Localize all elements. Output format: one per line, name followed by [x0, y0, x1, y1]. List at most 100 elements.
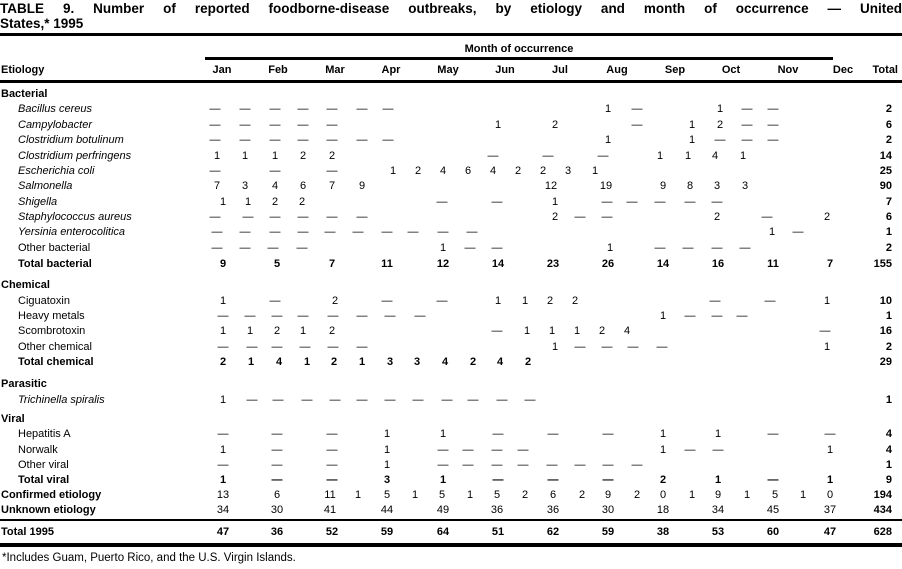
column-header-month: May [437, 64, 459, 76]
cell-value: — [792, 226, 804, 238]
cell-value: 1 [383, 428, 391, 440]
cell-value: — [326, 211, 338, 223]
cell-value: — [437, 459, 449, 471]
cell-value: — [601, 196, 613, 208]
cell-value: 2 [571, 295, 579, 307]
row-total: 155 [873, 258, 892, 270]
cell-value: — [356, 310, 368, 322]
cell-value: 36 [490, 504, 504, 516]
cell-value: 51 [491, 526, 505, 538]
cell-value: — [269, 226, 281, 238]
cell-value: — [574, 211, 586, 223]
cell-value: — [297, 310, 309, 322]
cell-value: 1 [739, 150, 747, 162]
cell-value: — [711, 310, 723, 322]
cell-value: 1 [714, 428, 722, 440]
cell-value: 1 [389, 165, 397, 177]
cell-value: — [684, 444, 696, 456]
cell-value: — [297, 103, 309, 115]
table-row: Other bacterial — — — — 1 — — 1 — — — — 2 [0, 242, 902, 255]
cell-value: — [462, 459, 474, 471]
cell-value: — [299, 341, 311, 353]
section-label: Viral [1, 413, 25, 425]
cell-value: 4 [441, 356, 449, 368]
etiology-label: Clostridium botulinum [18, 134, 124, 146]
cell-value: 3 [383, 474, 391, 486]
table-row: Confirmed etiology 13 6 11 1 5 1 5 1 5 2 6 2 9 2 0 1 9 1 5 1… [0, 489, 902, 502]
cell-value: 6 [299, 180, 307, 192]
cell-value: 4 [496, 356, 504, 368]
cell-value: 1 [383, 444, 391, 456]
cell-value: 34 [216, 504, 230, 516]
row-total: 2 [885, 341, 892, 353]
etiology-label: Heavy metals [18, 310, 85, 322]
cell-value: 4 [623, 325, 631, 337]
cell-value: 6 [464, 165, 472, 177]
cell-value: — [741, 119, 753, 131]
cell-value: 4 [275, 356, 283, 368]
cell-value: — [326, 134, 338, 146]
cell-value: — [209, 134, 221, 146]
cell-value: — [326, 119, 338, 131]
cell-value: 2 [299, 150, 307, 162]
cell-value: — [712, 444, 724, 456]
cell-value: — [296, 242, 308, 254]
row-total: 6 [885, 119, 892, 131]
cell-value: 30 [270, 504, 284, 516]
table-title: TABLE 9. Number of reported foodborne-di… [0, 1, 902, 31]
month-group-divider [205, 57, 833, 60]
cell-value: — [714, 134, 726, 146]
cell-value: — [329, 394, 341, 406]
cell-value: 0 [826, 489, 834, 501]
cell-value: 1 [523, 325, 531, 337]
column-header-etiology: Etiology [1, 64, 45, 76]
cell-value: — [356, 134, 368, 146]
etiology-label: Salmonella [18, 180, 73, 192]
etiology-label: Other chemical [18, 341, 92, 353]
etiology-label: Escherichia coli [18, 165, 95, 177]
cell-value: — [211, 242, 223, 254]
bottom-divider [0, 543, 902, 547]
cell-value: — [271, 474, 283, 486]
cell-value: — [356, 211, 368, 223]
row-total: 4 [885, 428, 892, 440]
cell-value: — [597, 150, 609, 162]
cell-value: — [819, 325, 831, 337]
cell-value: — [301, 394, 313, 406]
cell-value: 6 [273, 489, 281, 501]
cell-value: 36 [270, 526, 284, 538]
cell-value: 62 [546, 526, 560, 538]
cell-value: — [239, 103, 251, 115]
cell-value: — [496, 394, 508, 406]
cell-value: — [682, 242, 694, 254]
cell-value: 1 [247, 356, 255, 368]
cell-value: — [436, 295, 448, 307]
cell-value: — [626, 196, 638, 208]
cell-value: — [767, 119, 779, 131]
cell-value: 11 [324, 489, 336, 501]
cell-value: — [547, 428, 559, 440]
cell-value: — [464, 242, 476, 254]
cell-value: 3 [564, 165, 572, 177]
row-total: 14 [879, 150, 892, 162]
cell-value: 44 [380, 504, 394, 516]
cell-value: — [491, 242, 503, 254]
cell-value: — [297, 226, 309, 238]
cell-value: 1 [716, 103, 724, 115]
etiology-label: Staphylococcus aureus [18, 211, 132, 223]
section-label: Chemical [1, 279, 50, 291]
cell-value: 1 [684, 150, 692, 162]
cell-value: — [739, 242, 751, 254]
cell-value: — [741, 103, 753, 115]
cell-value: 34 [711, 504, 725, 516]
cell-value: — [414, 310, 426, 322]
row-total: 25 [879, 165, 892, 177]
cell-value: 1 [213, 150, 221, 162]
cell-value: — [209, 103, 221, 115]
cell-value: — [601, 341, 613, 353]
cell-value: 5 [273, 258, 281, 270]
cell-value: — [271, 428, 283, 440]
cell-value: — [492, 428, 504, 440]
cell-value: 2 [551, 211, 559, 223]
